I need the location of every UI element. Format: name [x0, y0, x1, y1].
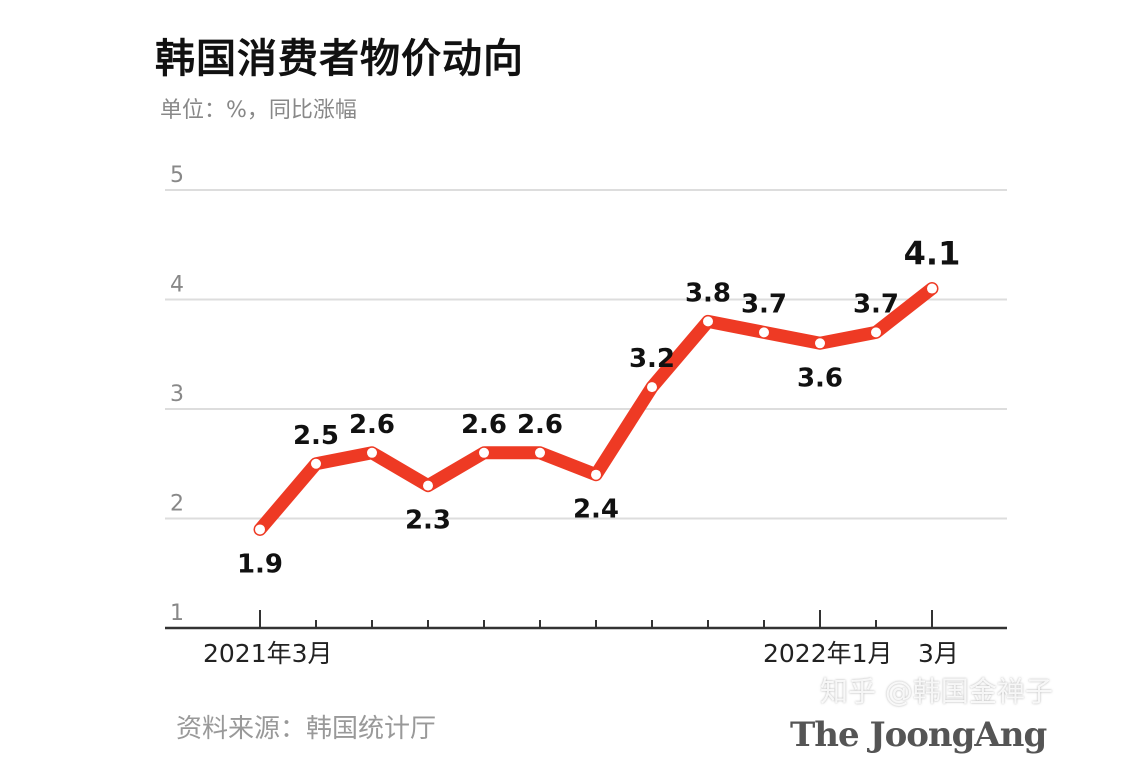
- data-label: 3.2: [629, 344, 675, 374]
- data-label: 3.8: [685, 278, 731, 308]
- data-point: [647, 382, 657, 393]
- data-point: [591, 469, 601, 480]
- y-tick-label: 1: [170, 601, 184, 626]
- data-label: 2.3: [405, 506, 451, 536]
- source-note: 资料来源：韩国统计厅: [176, 714, 437, 744]
- data-label: 2.6: [517, 410, 563, 440]
- y-tick-label: 2: [170, 492, 184, 517]
- data-point: [927, 283, 937, 294]
- data-label: 4.1: [904, 235, 961, 273]
- data-label: 2.6: [349, 410, 395, 440]
- data-point: [423, 480, 433, 491]
- chart-title: 韩国消费者物价动向: [155, 36, 524, 82]
- y-tick-label: 3: [170, 382, 184, 407]
- x-tick-label: 3月: [918, 639, 959, 668]
- joongang-logo: The JoongAng: [790, 715, 1047, 755]
- data-point: [311, 458, 321, 469]
- x-tick-label: 2022年1月: [763, 639, 893, 668]
- data-point: [479, 447, 489, 458]
- data-label: 2.6: [461, 410, 507, 440]
- data-label: 3.7: [741, 289, 787, 319]
- y-tick-label: 5: [170, 163, 184, 188]
- data-point: [815, 338, 825, 349]
- data-point: [367, 447, 377, 458]
- data-label: 2.4: [573, 495, 619, 525]
- data-point: [759, 327, 769, 338]
- data-point: [255, 524, 265, 535]
- data-point: [703, 316, 713, 327]
- data-point: [535, 447, 545, 458]
- x-tick-label: 2021年3月: [203, 639, 333, 668]
- zhihu-watermark: 知乎 @韩国金禅子: [820, 675, 1053, 708]
- y-tick-label: 4: [170, 273, 184, 298]
- data-label: 3.7: [853, 289, 899, 319]
- chart-subtitle: 单位：%，同比涨幅: [160, 98, 357, 123]
- data-label: 3.6: [797, 363, 843, 393]
- data-label: 1.9: [237, 549, 283, 579]
- data-label: 2.5: [293, 421, 339, 451]
- data-point: [871, 327, 881, 338]
